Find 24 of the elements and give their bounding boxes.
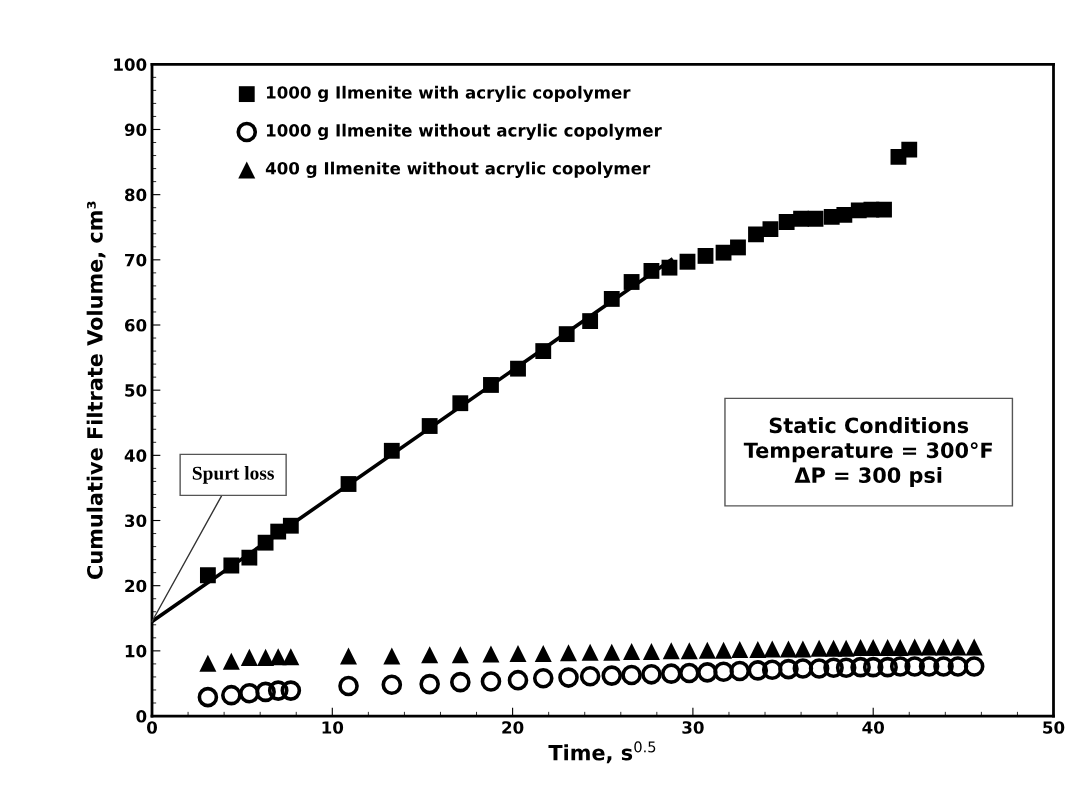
y-tick-label: 0 [136,709,147,723]
y-tick-label: 70 [125,253,147,267]
annotation: Static Conditions Temperature = 300°F ΔP = 300 psi [743,417,992,488]
y-tick-label: 20 [125,579,147,593]
x-tick-label: 20 [502,721,524,734]
y-tick-label: 30 [125,514,147,528]
y-tick-label: 50 [125,384,147,397]
x-tick-label: 30 [682,721,704,734]
x-axis-title: Time, s$^{0.5}$ [548,741,656,764]
y-tick-label: 90 [124,123,147,137]
y-tick-label: 80 [124,188,147,202]
legend-label: 1000 g Ilmenite without acrylic copolymer [266,123,662,141]
y-tick-label: 100 [114,58,147,71]
y-axis-title: Cumulative Filtrate Volume, cm³ [86,201,106,579]
x-tick-label: 40 [862,721,884,734]
legend-label: 400 g Ilmenite without acrylic copolymer [265,161,651,178]
legend-label: 1000 g Ilmenite with acrylic copolymer [266,85,631,103]
x-tick-label: 50 [1043,721,1065,734]
x-tick-label: 10 [322,721,344,734]
y-tick-label: 40 [124,449,147,462]
annotation: Spurt loss [192,466,274,484]
x-tick-label: 0 [147,721,158,734]
y-tick-label: 10 [125,644,147,658]
y-tick-label: 60 [124,318,147,332]
